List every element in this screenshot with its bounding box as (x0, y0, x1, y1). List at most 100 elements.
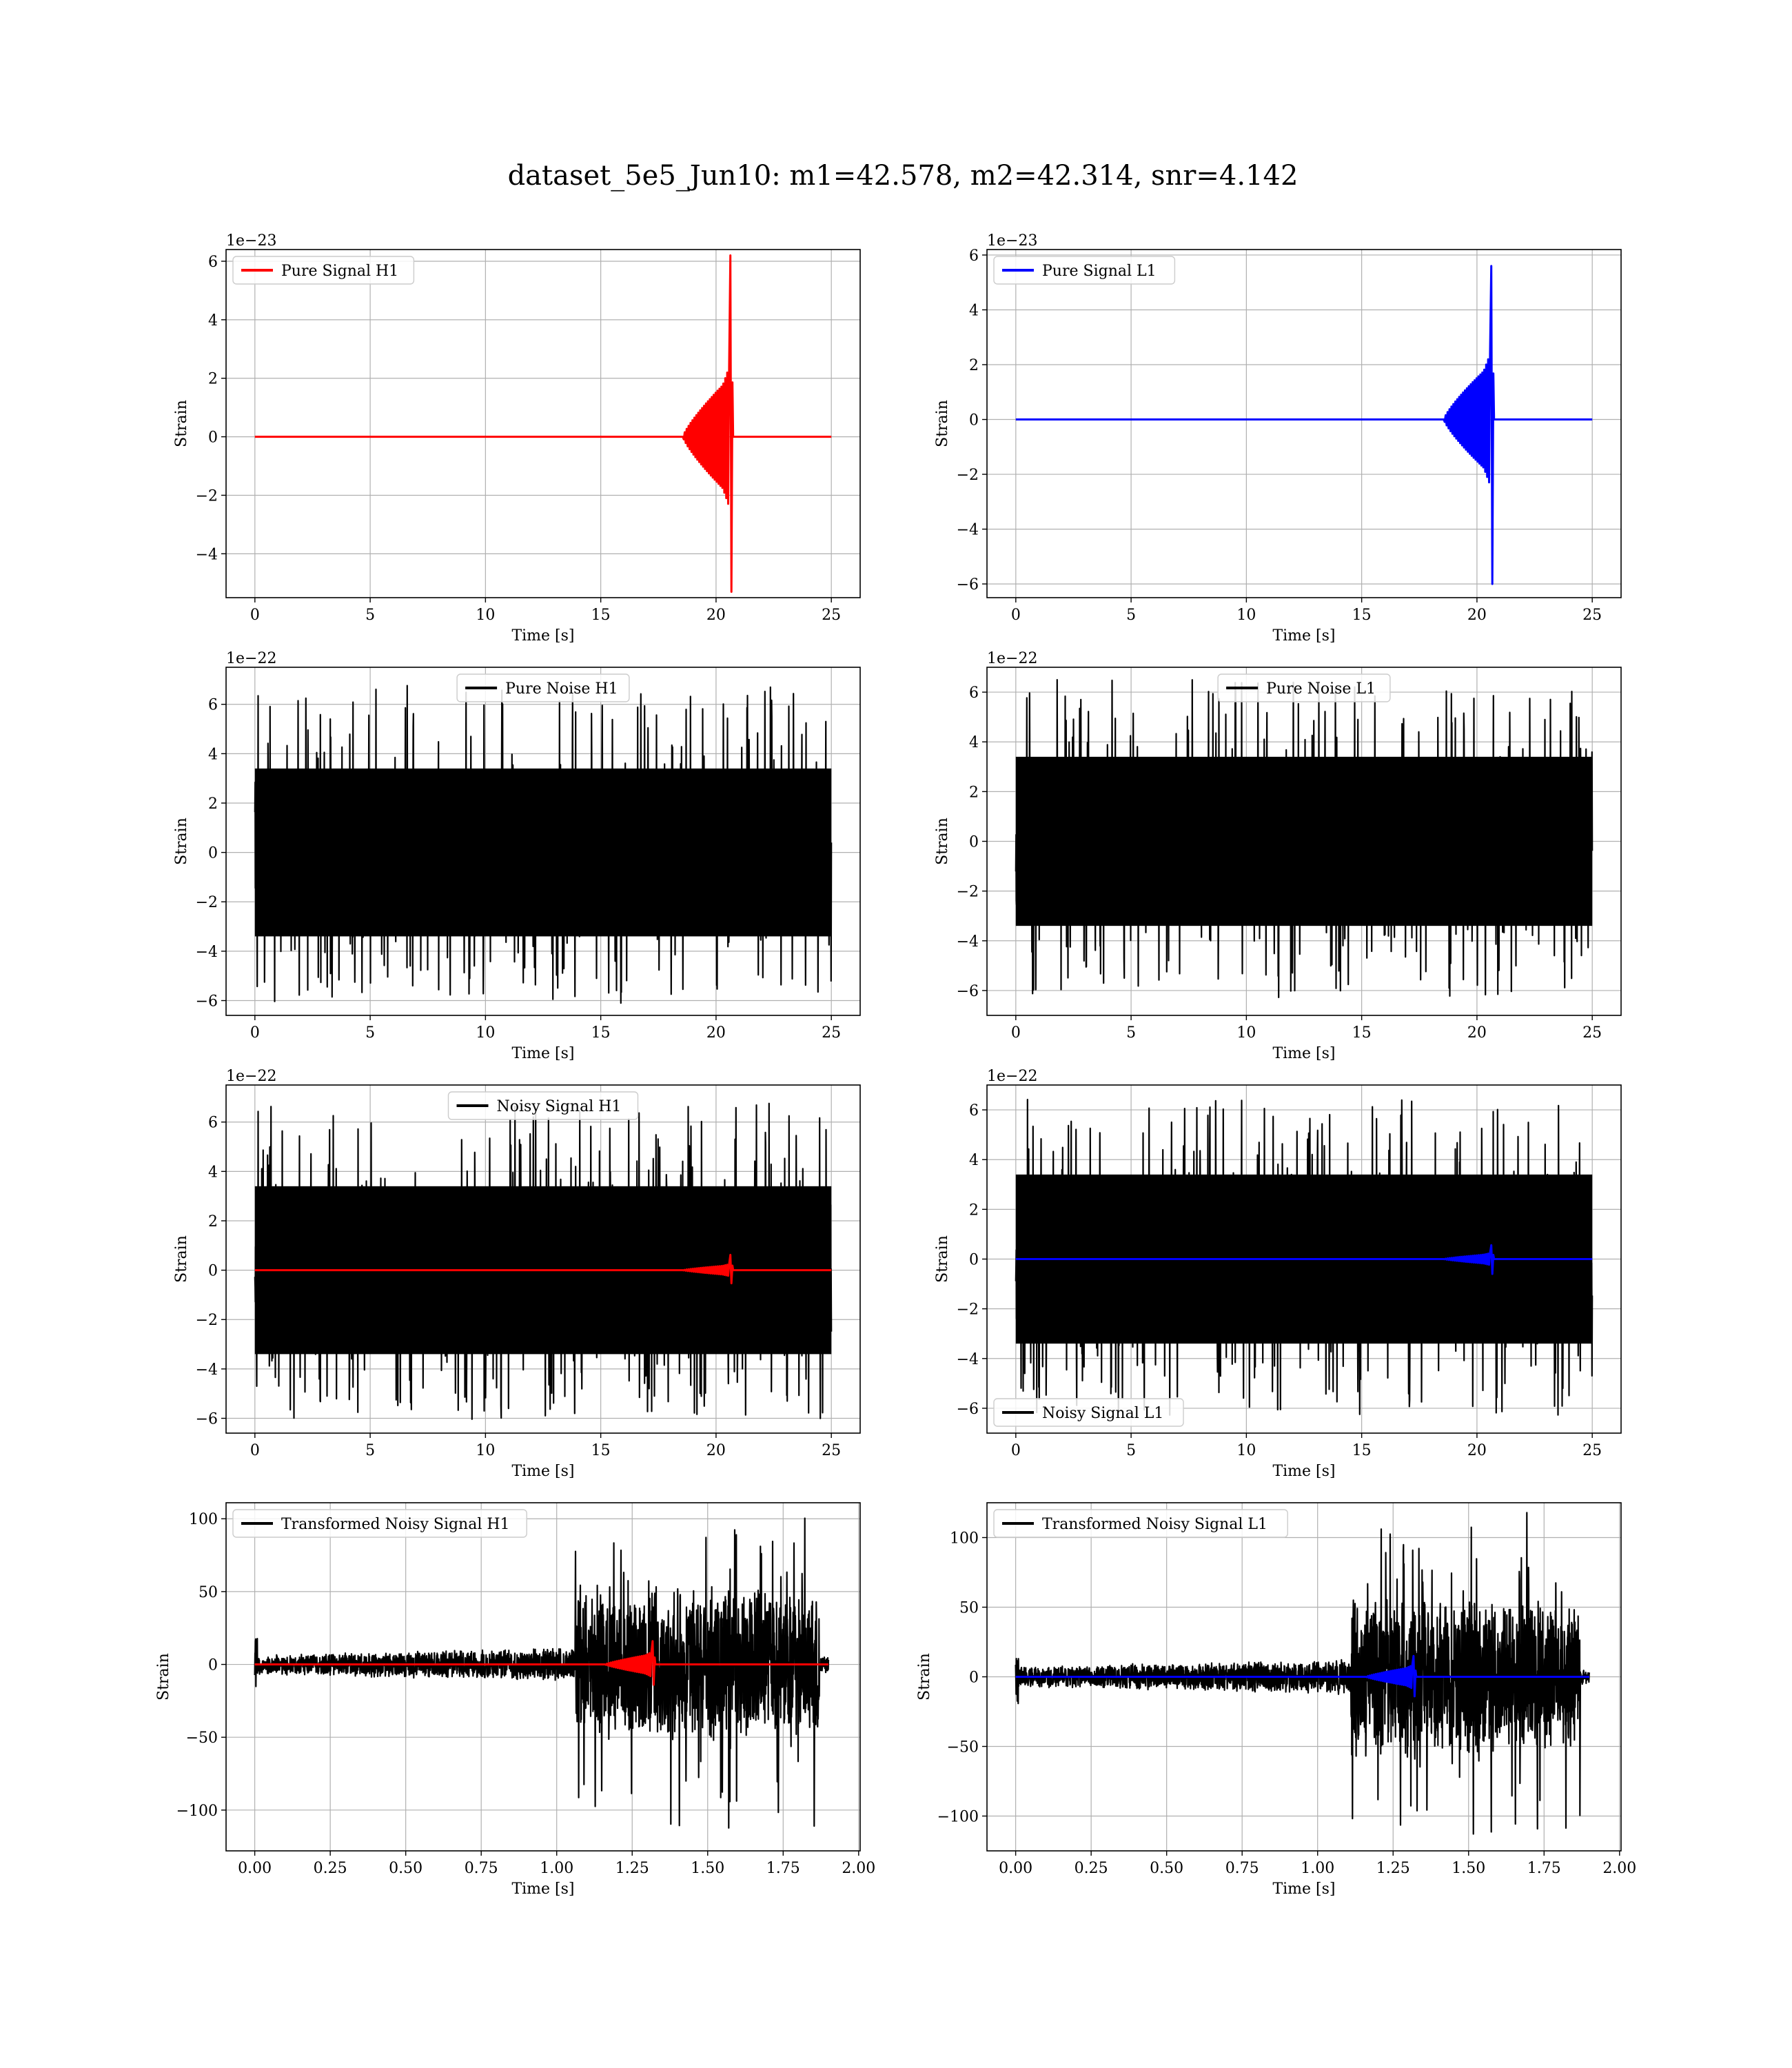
y-tick-label: 0 (208, 1657, 218, 1674)
y-tick-label: −50 (186, 1730, 218, 1747)
series-line (1015, 265, 1593, 585)
y-axis-label: Strain (155, 1653, 172, 1701)
legend-label: Pure Signal L1 (1042, 263, 1157, 280)
x-tick-label: 15 (1352, 607, 1372, 624)
x-tick-label: 15 (1352, 1442, 1372, 1459)
x-tick-label: 1.00 (540, 1860, 573, 1877)
series-line (1015, 1512, 1591, 1835)
y-tick-label: 50 (198, 1584, 218, 1601)
x-axis-label: Time [s] (511, 1045, 574, 1062)
subplot-transformed-noisy-signal-l1: 0.00 0.25 0.50 0.75 1.00 1.25 1.50 1.75 2.00 −100… (916, 1502, 1636, 1898)
legend: Transformed Noisy Signal L1 (993, 1509, 1288, 1538)
x-tick-label: 0.75 (1225, 1860, 1259, 1877)
series-group (254, 254, 832, 593)
series-group (254, 1517, 830, 1829)
x-tick-label: 0.75 (465, 1860, 498, 1877)
subplot-pure-signal-l1: 0 5 10 15 20 25 −6 −4 −2 0 2 4 6 Time [s] Strain 1e−23 P… (934, 232, 1622, 645)
y-tick-label: 4 (208, 746, 218, 763)
offset-text: 1e−23 (987, 232, 1037, 250)
series-group (254, 685, 833, 1004)
x-tick-label: 5 (1126, 1442, 1136, 1459)
y-tick-label: 50 (959, 1600, 979, 1617)
x-tick-label: 20 (1467, 607, 1487, 624)
legend-box (232, 256, 415, 285)
offset-text: 1e−22 (226, 1068, 276, 1085)
y-axis-label: Strain (934, 1235, 951, 1283)
x-tick-label: 15 (591, 607, 611, 624)
axes-frame (225, 1084, 861, 1434)
y-tick-label: −6 (196, 993, 218, 1011)
legend-label: Transformed Noisy Signal H1 (281, 1516, 510, 1533)
legend-label: Transformed Noisy Signal L1 (1042, 1516, 1267, 1533)
y-tick-label: 4 (969, 1152, 979, 1169)
x-tick-label: 2.00 (1602, 1860, 1636, 1877)
y-tick-label: −4 (957, 522, 979, 539)
x-tick-label: 0.50 (1150, 1860, 1183, 1877)
x-tick-label: 0 (250, 607, 260, 624)
series-group (1015, 1512, 1591, 1835)
legend: Noisy Signal L1 (993, 1398, 1184, 1427)
x-tick-label: 5 (365, 1442, 375, 1459)
x-tick-label: 1.00 (1301, 1860, 1334, 1877)
y-axis-label: Strain (173, 400, 190, 447)
y-tick-label: 2 (208, 1213, 218, 1230)
y-tick-label: −2 (957, 1301, 979, 1319)
y-tick-label: −4 (196, 546, 218, 563)
y-tick-label: −2 (196, 894, 218, 911)
series-group (254, 1102, 833, 1420)
y-tick-label: −6 (957, 1401, 979, 1418)
x-tick-label: 25 (822, 607, 841, 624)
x-tick-label: 2.00 (842, 1860, 875, 1877)
legend-box (232, 1509, 527, 1538)
x-tick-label: 20 (1467, 1024, 1487, 1042)
x-tick-label: 5 (1126, 1024, 1136, 1042)
legend: Pure Noise H1 (456, 673, 630, 702)
y-tick-label: −4 (957, 933, 979, 951)
x-tick-label: 5 (365, 607, 375, 624)
y-tick-label: −2 (196, 1312, 218, 1329)
series-line (1015, 1099, 1594, 1416)
offset-text: 1e−22 (987, 650, 1037, 667)
x-axis-label: Time [s] (511, 627, 574, 645)
y-tick-label: −4 (957, 1351, 979, 1368)
x-tick-label: 0 (250, 1024, 260, 1042)
x-tick-label: 0 (250, 1442, 260, 1459)
x-axis-label: Time [s] (511, 1881, 574, 1898)
x-tick-label: 25 (1582, 1442, 1602, 1459)
y-tick-label: 0 (969, 1252, 979, 1269)
legend: Noisy Signal H1 (447, 1091, 639, 1120)
y-tick-label: −2 (196, 487, 218, 505)
legend-box (456, 673, 630, 702)
x-tick-label: 20 (706, 1024, 726, 1042)
y-tick-label: 4 (208, 312, 218, 330)
subplot-pure-signal-h1: 0 5 10 15 20 25 −4 −2 0 2 4 6 Time [s] Strain 1e−23 Pur… (173, 232, 861, 645)
series-line (254, 1640, 828, 1686)
x-tick-label: 5 (1126, 607, 1136, 624)
y-tick-label: 100 (189, 1511, 218, 1528)
y-tick-label: −4 (196, 944, 218, 961)
y-tick-label: 0 (208, 845, 218, 862)
y-tick-label: 6 (208, 697, 218, 714)
figure-title: dataset_5e5_Jun10: m1=42.578, m2=42.314,… (508, 160, 1299, 192)
y-tick-label: 0 (208, 429, 218, 447)
y-axis-label: Strain (173, 1235, 190, 1283)
axes-frame (986, 249, 1622, 598)
series-group (1015, 679, 1594, 998)
legend: Pure Signal L1 (993, 256, 1176, 285)
y-tick-label: −6 (196, 1411, 218, 1428)
y-tick-label: 2 (969, 784, 979, 801)
legend-label: Noisy Signal H1 (497, 1098, 622, 1115)
y-axis-label: Strain (173, 818, 190, 865)
x-tick-label: 0.25 (314, 1860, 347, 1877)
subplot-noisy-signal-l1: 0 5 10 15 20 25 −6 −4 −2 0 2 4 6 Time [s] Strain 1e−22 N… (934, 1068, 1622, 1480)
x-tick-label: 20 (1467, 1442, 1487, 1459)
legend: Pure Noise L1 (1217, 673, 1391, 702)
legend-box (993, 1398, 1184, 1427)
x-tick-label: 10 (476, 1024, 495, 1042)
legend-box (993, 256, 1176, 285)
series-line (1015, 679, 1594, 998)
x-tick-label: 25 (822, 1442, 841, 1459)
x-tick-label: 10 (1236, 1442, 1256, 1459)
x-tick-label: 25 (822, 1024, 841, 1042)
